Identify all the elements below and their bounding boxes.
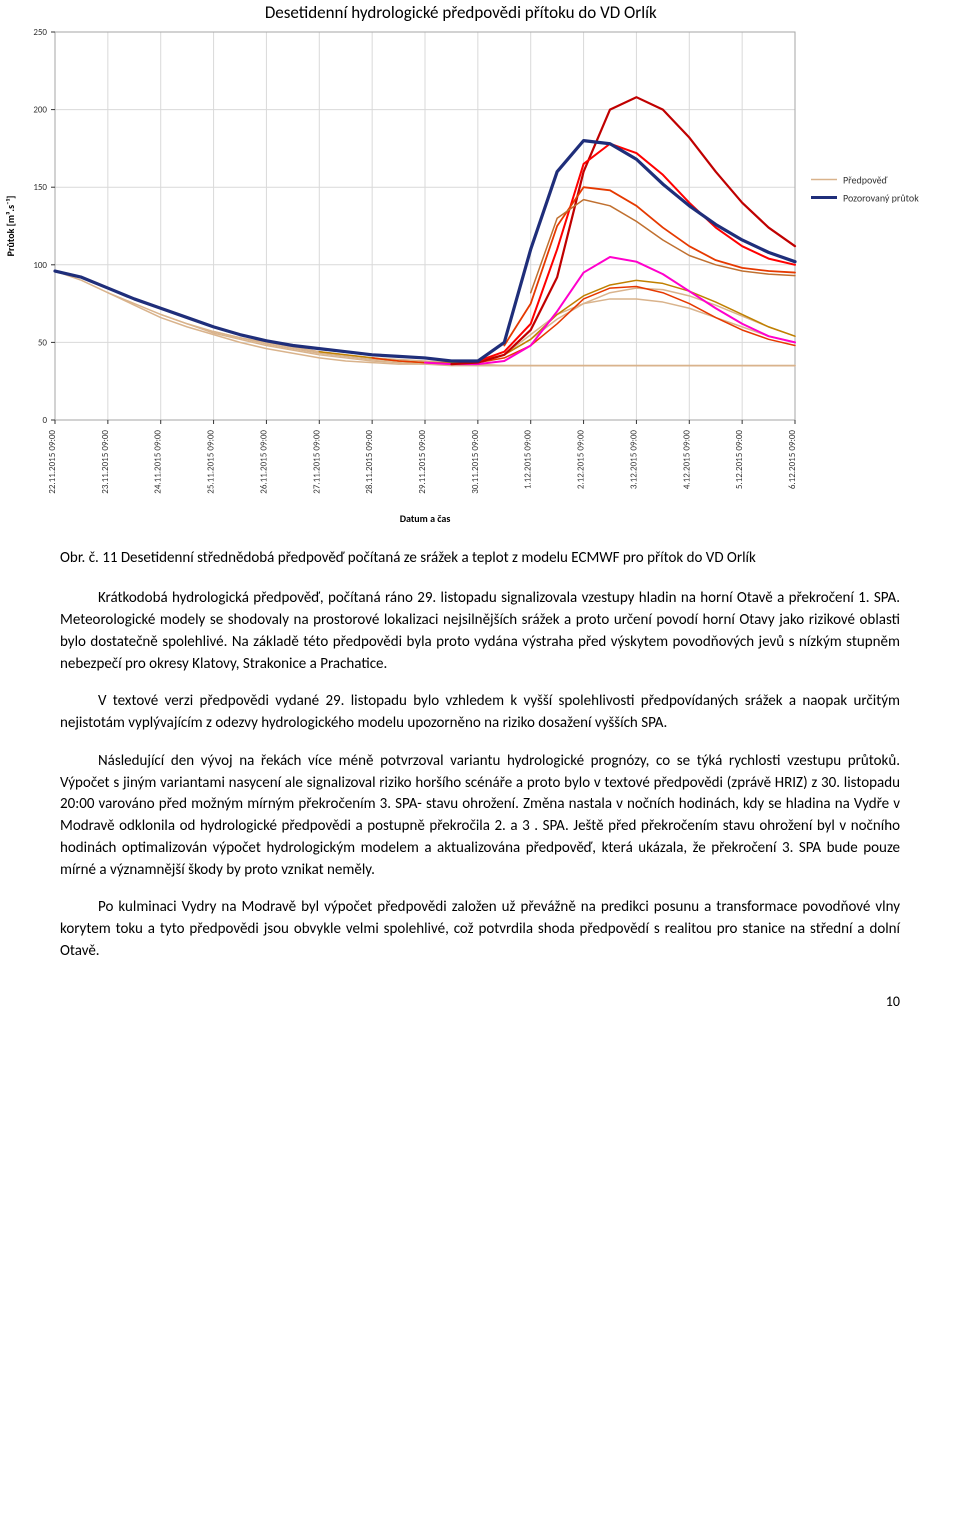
svg-text:1.12.2015 09:00: 1.12.2015 09:00 [523, 430, 534, 490]
svg-text:0: 0 [42, 415, 47, 426]
svg-text:30.11.2015 09:00: 30.11.2015 09:00 [470, 430, 481, 494]
svg-text:Předpověď: Předpověď [843, 173, 888, 186]
svg-text:3.12.2015 09:00: 3.12.2015 09:00 [628, 430, 639, 490]
svg-text:Pozorovaný průtok: Pozorovaný průtok [843, 191, 919, 204]
svg-text:28.11.2015 09:00: 28.11.2015 09:00 [364, 430, 375, 494]
svg-text:24.11.2015 09:00: 24.11.2015 09:00 [153, 430, 164, 494]
svg-text:Desetidenní hydrologické předp: Desetidenní hydrologické předpovědi přít… [265, 2, 657, 23]
paragraph: Následující den vývoj na řekách více mén… [60, 751, 900, 882]
svg-text:250: 250 [33, 27, 47, 38]
svg-text:5.12.2015 09:00: 5.12.2015 09:00 [734, 430, 745, 490]
svg-text:2.12.2015 09:00: 2.12.2015 09:00 [576, 430, 587, 490]
svg-text:4.12.2015 09:00: 4.12.2015 09:00 [681, 430, 692, 490]
svg-text:100: 100 [33, 260, 47, 271]
paragraph: V textové verzi předpovědi vydané 29. li… [60, 691, 900, 735]
svg-text:6.12.2015 09:00: 6.12.2015 09:00 [787, 430, 798, 490]
figure-caption: Obr. č. 11 Desetidenní střednědobá předp… [60, 548, 900, 568]
svg-text:29.11.2015 09:00: 29.11.2015 09:00 [417, 430, 428, 494]
svg-text:200: 200 [33, 105, 47, 116]
svg-text:Datum a čas: Datum a čas [400, 512, 451, 525]
svg-text:23.11.2015 09:00: 23.11.2015 09:00 [100, 430, 111, 494]
svg-text:25.11.2015 09:00: 25.11.2015 09:00 [206, 430, 217, 494]
hydrological-chart: Desetidenní hydrologické předpovědi přít… [0, 0, 960, 530]
svg-text:150: 150 [33, 182, 47, 193]
page-number: 10 [60, 993, 900, 1010]
svg-text:50: 50 [38, 337, 48, 348]
svg-text:27.11.2015 09:00: 27.11.2015 09:00 [311, 430, 322, 494]
svg-text:Průtok [m³.s⁻¹]: Průtok [m³.s⁻¹] [4, 196, 17, 257]
svg-text:22.11.2015 09:00: 22.11.2015 09:00 [47, 430, 58, 494]
svg-text:26.11.2015 09:00: 26.11.2015 09:00 [258, 430, 269, 494]
paragraph: Po kulminaci Vydry na Modravě byl výpoče… [60, 897, 900, 962]
paragraph: Krátkodobá hydrologická předpověď, počít… [60, 588, 900, 675]
